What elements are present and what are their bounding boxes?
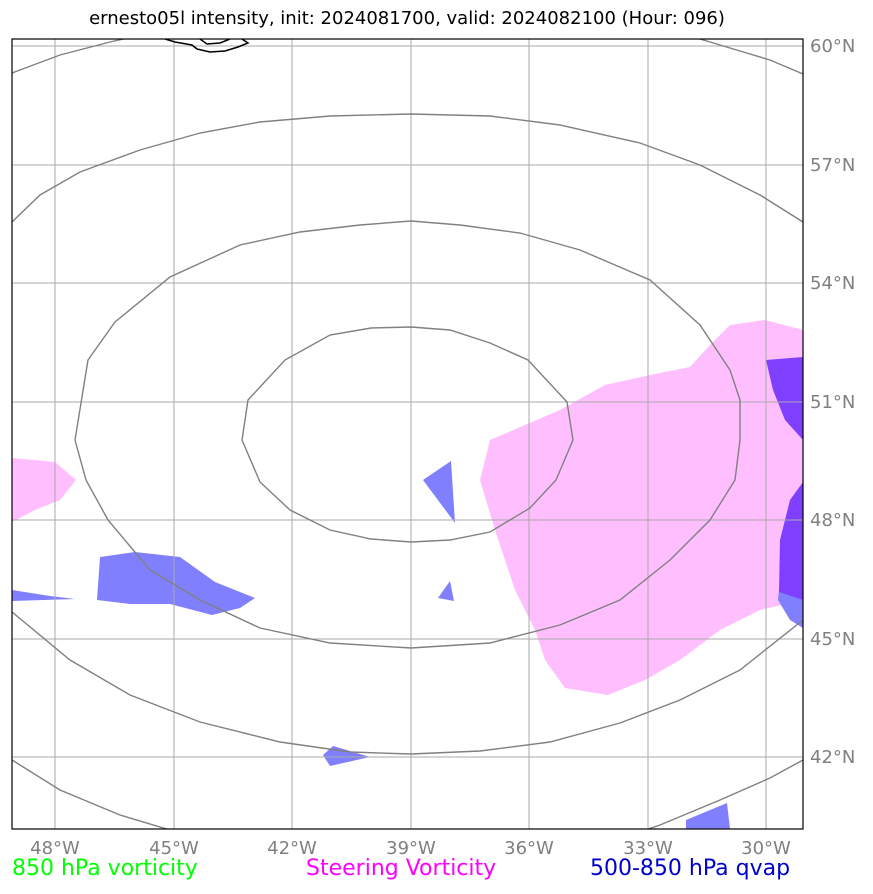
lat-tick-label: 60°N [810,36,855,57]
distance-ring-8 [646,759,803,829]
lat-tick-label: 45°N [810,629,855,650]
lon-tick-labels: 48°W 45°W 42°W 39°W 36°W 33°W 30°W [30,838,791,859]
coastline [164,39,250,53]
distance-ring-3 [12,113,803,223]
distance-ring-4 [12,611,803,755]
lat-tick-label: 54°N [810,273,855,294]
lat-tick-label: 51°N [810,392,855,413]
legend-qvap: 500-850 hPa qvap [590,856,791,881]
graticule [12,39,803,829]
qvap-region-south [323,746,370,766]
qvap-region-west-large [97,552,255,615]
lon-tick-label: 48°W [30,838,80,859]
qvap-region-west-strip [12,590,75,601]
lat-tick-labels: 60°N 57°N 54°N 51°N 48°N 45°N 42°N [810,36,855,768]
steering-vorticity-region-east [480,320,803,695]
lon-tick-label: 30°W [741,838,791,859]
lat-tick-label: 57°N [810,155,855,176]
qvap-region-center [423,461,455,523]
qvap-region-east-dark [766,357,803,440]
distance-ring-1 [241,326,574,543]
distance-ring-5 [12,39,127,74]
legend-steering-vorticity: Steering Vorticity [306,856,497,881]
map-title: ernesto05l intensity, init: 2024081700, … [89,8,725,29]
lat-tick-label: 48°N [810,510,855,531]
lon-tick-label: 39°W [386,838,436,859]
lat-tick-label: 42°N [810,747,855,768]
lon-tick-label: 45°W [149,838,199,859]
distance-ring-7 [12,759,170,829]
steering-vorticity-region-west [12,458,76,522]
qvap-region-small [438,581,454,601]
distance-rings [12,39,803,829]
lon-tick-label: 33°W [623,838,673,859]
qvap-region-east-dark-lower [779,482,803,600]
plot-frame [11,38,804,830]
lon-tick-label: 42°W [267,838,317,859]
qvap-region-southeast [686,803,730,829]
lon-tick-label: 36°W [504,838,554,859]
legend-850-vorticity: 850 hPa vorticity [12,856,198,881]
distance-ring-2 [74,220,741,649]
distance-ring-6 [697,39,803,75]
